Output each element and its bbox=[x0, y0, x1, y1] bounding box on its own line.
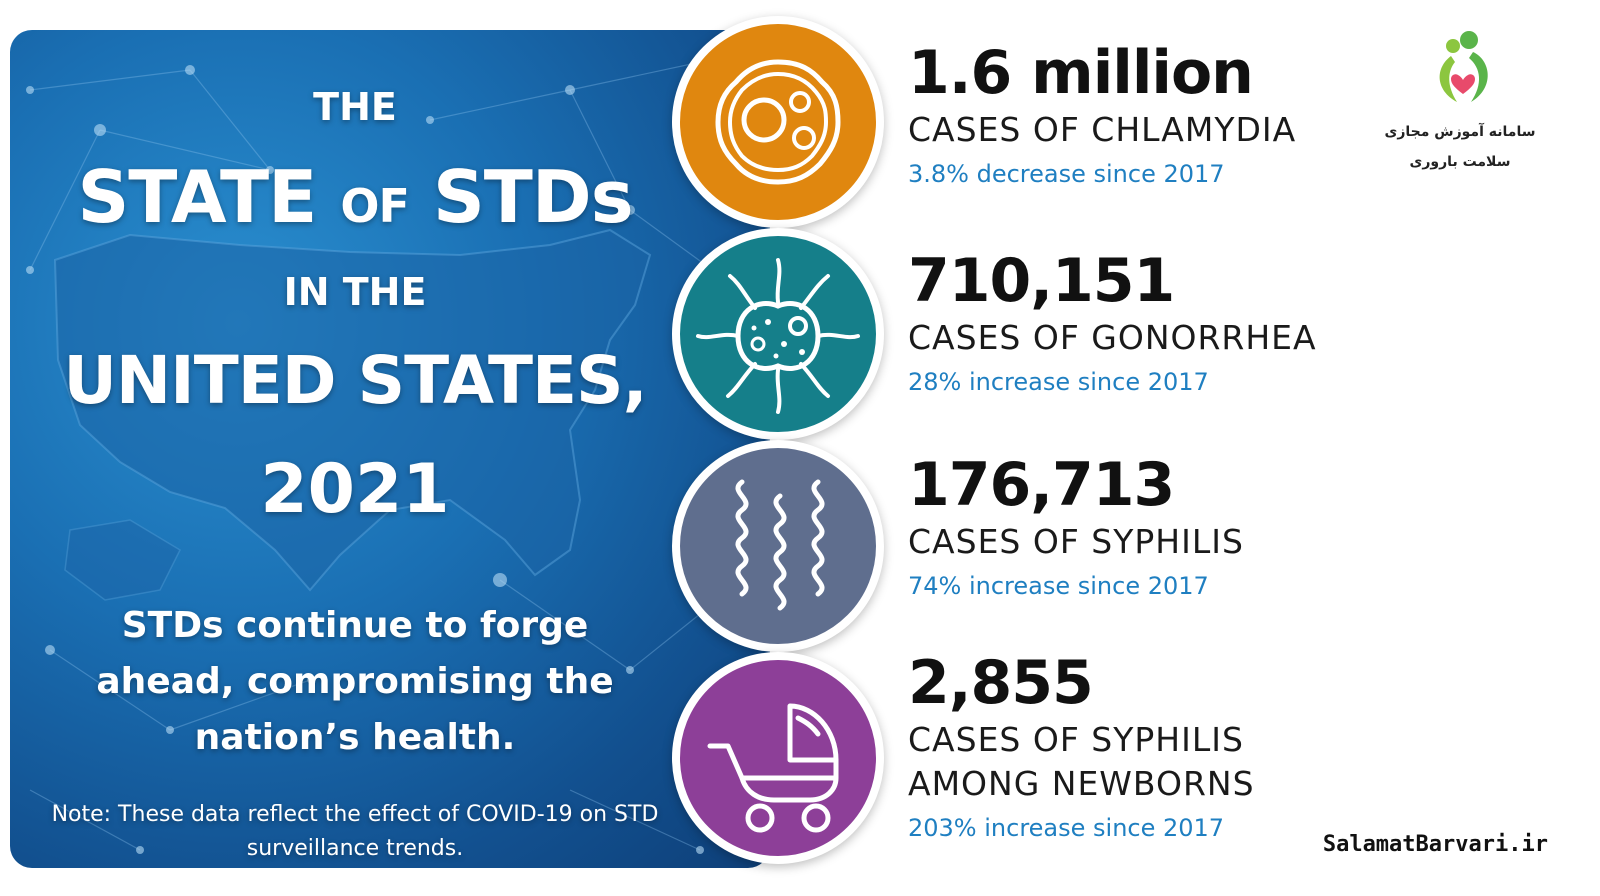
stat-label: CASES OF SYPHILIS bbox=[908, 522, 1244, 561]
stat-change: 28% increase since 2017 bbox=[908, 368, 1209, 396]
headline-state-of-stds: STATE OF STDs bbox=[10, 155, 700, 239]
syphilis-circle bbox=[672, 440, 884, 652]
headline-year: 2021 bbox=[260, 450, 450, 529]
stat-change: 3.8% decrease since 2017 bbox=[908, 160, 1225, 188]
stat-label: CASES OF CHLAMYDIA bbox=[908, 110, 1297, 149]
stat-chlamydia: 1.6 million CASES OF CHLAMYDIA 3.8% decr… bbox=[908, 38, 1296, 192]
brand-persian-line2: سلامت باروری bbox=[1409, 154, 1511, 170]
stat-label-line1: CASES OF SYPHILIS bbox=[908, 720, 1244, 759]
stat-number: 1.6 million bbox=[908, 38, 1254, 108]
headline-panel: THE STATE OF STDs IN THE UNITED STATES, … bbox=[10, 30, 770, 868]
salamat-barvari-logo bbox=[1439, 31, 1488, 102]
stat-change: 203% increase since 2017 bbox=[908, 814, 1225, 842]
headline-the: THE bbox=[313, 85, 397, 129]
stat-number: 2,855 bbox=[908, 648, 1094, 718]
gonorrhea-bacteria-icon bbox=[696, 258, 860, 414]
stat-label-line2: AMONG NEWBORNS bbox=[908, 764, 1255, 803]
surveillance-note: Note: These data reflect the effect of C… bbox=[51, 802, 659, 861]
headline-united-states: UNITED STATES, bbox=[63, 342, 647, 419]
brand-website: SalamatBarvari.ir bbox=[1322, 832, 1548, 857]
stat-syphilis-newborns: 2,855 CASES OF SYPHILIS AMONG NEWBORNS 2… bbox=[908, 648, 1255, 846]
network-map-background bbox=[26, 56, 744, 854]
headline-stds: STDs bbox=[432, 155, 634, 239]
stat-number: 176,713 bbox=[908, 450, 1175, 520]
stat-change: 74% increase since 2017 bbox=[908, 572, 1209, 600]
baby-stroller-icon bbox=[707, 703, 839, 833]
stat-number: 710,151 bbox=[908, 246, 1175, 316]
tagline: STDs continue to forge ahead, compromisi… bbox=[96, 605, 614, 758]
headline-of: OF bbox=[340, 179, 410, 233]
chlamydia-cell-icon bbox=[715, 59, 841, 185]
stat-syphilis: 176,713 CASES OF SYPHILIS 74% increase s… bbox=[908, 450, 1244, 604]
brand-persian-line1: سامانه آموزش مجازی bbox=[1384, 124, 1536, 140]
stat-label: CASES OF GONORRHEA bbox=[908, 318, 1317, 357]
chlamydia-circle bbox=[672, 16, 884, 228]
newborns-circle bbox=[672, 652, 884, 864]
stat-gonorrhea: 710,151 CASES OF GONORRHEA 28% increase … bbox=[908, 246, 1317, 400]
gonorrhea-circle bbox=[672, 228, 884, 440]
syphilis-spirochete-icon bbox=[735, 479, 825, 611]
headline-in-the: IN THE bbox=[283, 270, 427, 314]
headline-state: STATE bbox=[77, 155, 317, 239]
